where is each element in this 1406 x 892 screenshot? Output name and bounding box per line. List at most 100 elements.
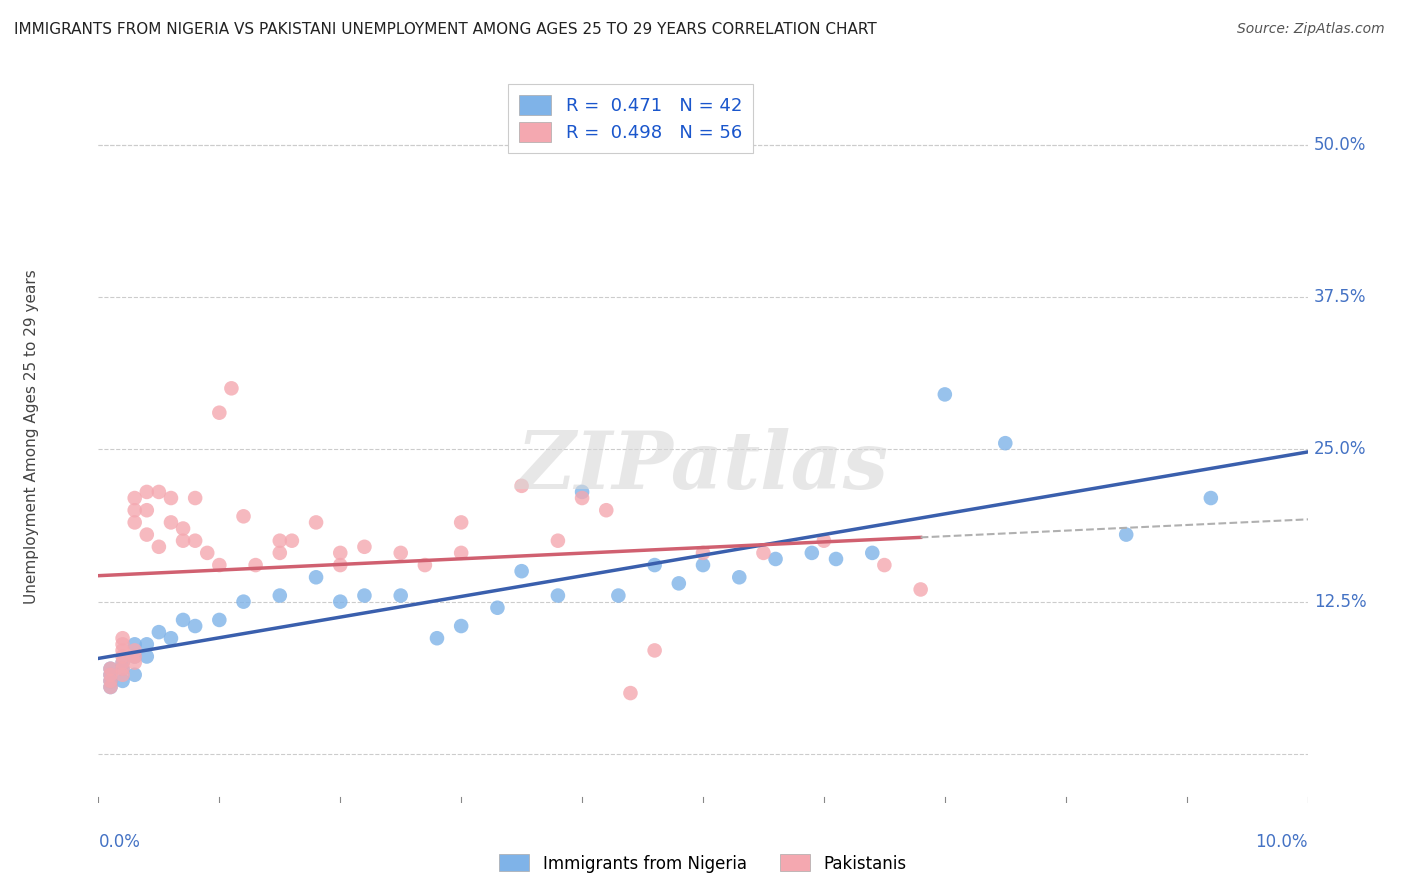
Point bbox=[619, 686, 641, 700]
Point bbox=[934, 387, 956, 401]
Point bbox=[692, 546, 714, 560]
Point bbox=[135, 637, 157, 651]
Point bbox=[1199, 491, 1222, 505]
Point bbox=[184, 619, 207, 633]
Text: 12.5%: 12.5% bbox=[1313, 592, 1367, 611]
Point bbox=[1115, 527, 1137, 541]
Point bbox=[172, 613, 194, 627]
Point bbox=[486, 600, 509, 615]
Point bbox=[510, 564, 533, 578]
Point bbox=[825, 552, 848, 566]
Point bbox=[329, 546, 352, 560]
Point bbox=[994, 436, 1017, 450]
Point bbox=[148, 485, 170, 500]
Point bbox=[208, 406, 231, 420]
Point bbox=[135, 649, 157, 664]
Point bbox=[100, 667, 122, 681]
Point bbox=[752, 546, 775, 560]
Point bbox=[148, 625, 170, 640]
Point bbox=[510, 479, 533, 493]
Point bbox=[450, 619, 472, 633]
Point bbox=[329, 594, 352, 608]
Point bbox=[232, 509, 254, 524]
Point bbox=[100, 667, 122, 681]
Legend: Immigrants from Nigeria, Pakistanis: Immigrants from Nigeria, Pakistanis bbox=[492, 847, 914, 880]
Point bbox=[135, 485, 157, 500]
Point bbox=[800, 546, 823, 560]
Point bbox=[813, 533, 835, 548]
Point bbox=[281, 533, 304, 548]
Point bbox=[124, 649, 146, 664]
Point bbox=[547, 589, 569, 603]
Point bbox=[160, 491, 183, 505]
Point bbox=[124, 656, 146, 670]
Point bbox=[100, 673, 122, 688]
Point bbox=[571, 491, 593, 505]
Point bbox=[208, 613, 231, 627]
Text: 50.0%: 50.0% bbox=[1313, 136, 1367, 153]
Point bbox=[160, 632, 183, 646]
Point bbox=[100, 662, 122, 676]
Point bbox=[135, 527, 157, 541]
Point bbox=[111, 637, 134, 651]
Point bbox=[389, 589, 412, 603]
Point bbox=[100, 662, 122, 676]
Point bbox=[910, 582, 932, 597]
Point bbox=[111, 632, 134, 646]
Point bbox=[765, 552, 787, 566]
Text: Unemployment Among Ages 25 to 29 years: Unemployment Among Ages 25 to 29 years bbox=[24, 269, 39, 605]
Point bbox=[184, 533, 207, 548]
Point bbox=[111, 673, 134, 688]
Point bbox=[111, 649, 134, 664]
Point bbox=[111, 667, 134, 681]
Point bbox=[571, 485, 593, 500]
Point bbox=[172, 533, 194, 548]
Point bbox=[148, 540, 170, 554]
Point bbox=[124, 503, 146, 517]
Point bbox=[100, 680, 122, 694]
Point bbox=[547, 533, 569, 548]
Point bbox=[860, 546, 883, 560]
Point bbox=[100, 673, 122, 688]
Point bbox=[269, 533, 291, 548]
Point bbox=[595, 503, 617, 517]
Point bbox=[353, 589, 375, 603]
Point bbox=[124, 516, 146, 530]
Point bbox=[644, 558, 666, 573]
Point bbox=[124, 491, 146, 505]
Text: 0.0%: 0.0% bbox=[98, 833, 141, 851]
Point bbox=[450, 516, 472, 530]
Point bbox=[111, 656, 134, 670]
Point bbox=[245, 558, 267, 573]
Point bbox=[668, 576, 690, 591]
Point bbox=[413, 558, 436, 573]
Point bbox=[728, 570, 751, 584]
Point bbox=[305, 570, 328, 584]
Point bbox=[111, 643, 134, 657]
Point bbox=[184, 491, 207, 505]
Point bbox=[124, 637, 146, 651]
Point bbox=[873, 558, 896, 573]
Point bbox=[426, 632, 449, 646]
Text: IMMIGRANTS FROM NIGERIA VS PAKISTANI UNEMPLOYMENT AMONG AGES 25 TO 29 YEARS CORR: IMMIGRANTS FROM NIGERIA VS PAKISTANI UNE… bbox=[14, 22, 877, 37]
Point bbox=[124, 643, 146, 657]
Point bbox=[221, 381, 243, 395]
Point bbox=[607, 589, 630, 603]
Point bbox=[195, 546, 218, 560]
Legend: R =  0.471   N = 42, R =  0.498   N = 56: R = 0.471 N = 42, R = 0.498 N = 56 bbox=[508, 84, 754, 153]
Point bbox=[160, 516, 183, 530]
Text: 25.0%: 25.0% bbox=[1313, 441, 1367, 458]
Point bbox=[692, 558, 714, 573]
Point bbox=[232, 594, 254, 608]
Text: 10.0%: 10.0% bbox=[1256, 833, 1308, 851]
Text: Source: ZipAtlas.com: Source: ZipAtlas.com bbox=[1237, 22, 1385, 37]
Point bbox=[450, 546, 472, 560]
Point bbox=[124, 667, 146, 681]
Text: 37.5%: 37.5% bbox=[1313, 288, 1367, 306]
Point bbox=[124, 649, 146, 664]
Point bbox=[111, 662, 134, 676]
Point bbox=[111, 656, 134, 670]
Point bbox=[305, 516, 328, 530]
Point bbox=[111, 662, 134, 676]
Point bbox=[353, 540, 375, 554]
